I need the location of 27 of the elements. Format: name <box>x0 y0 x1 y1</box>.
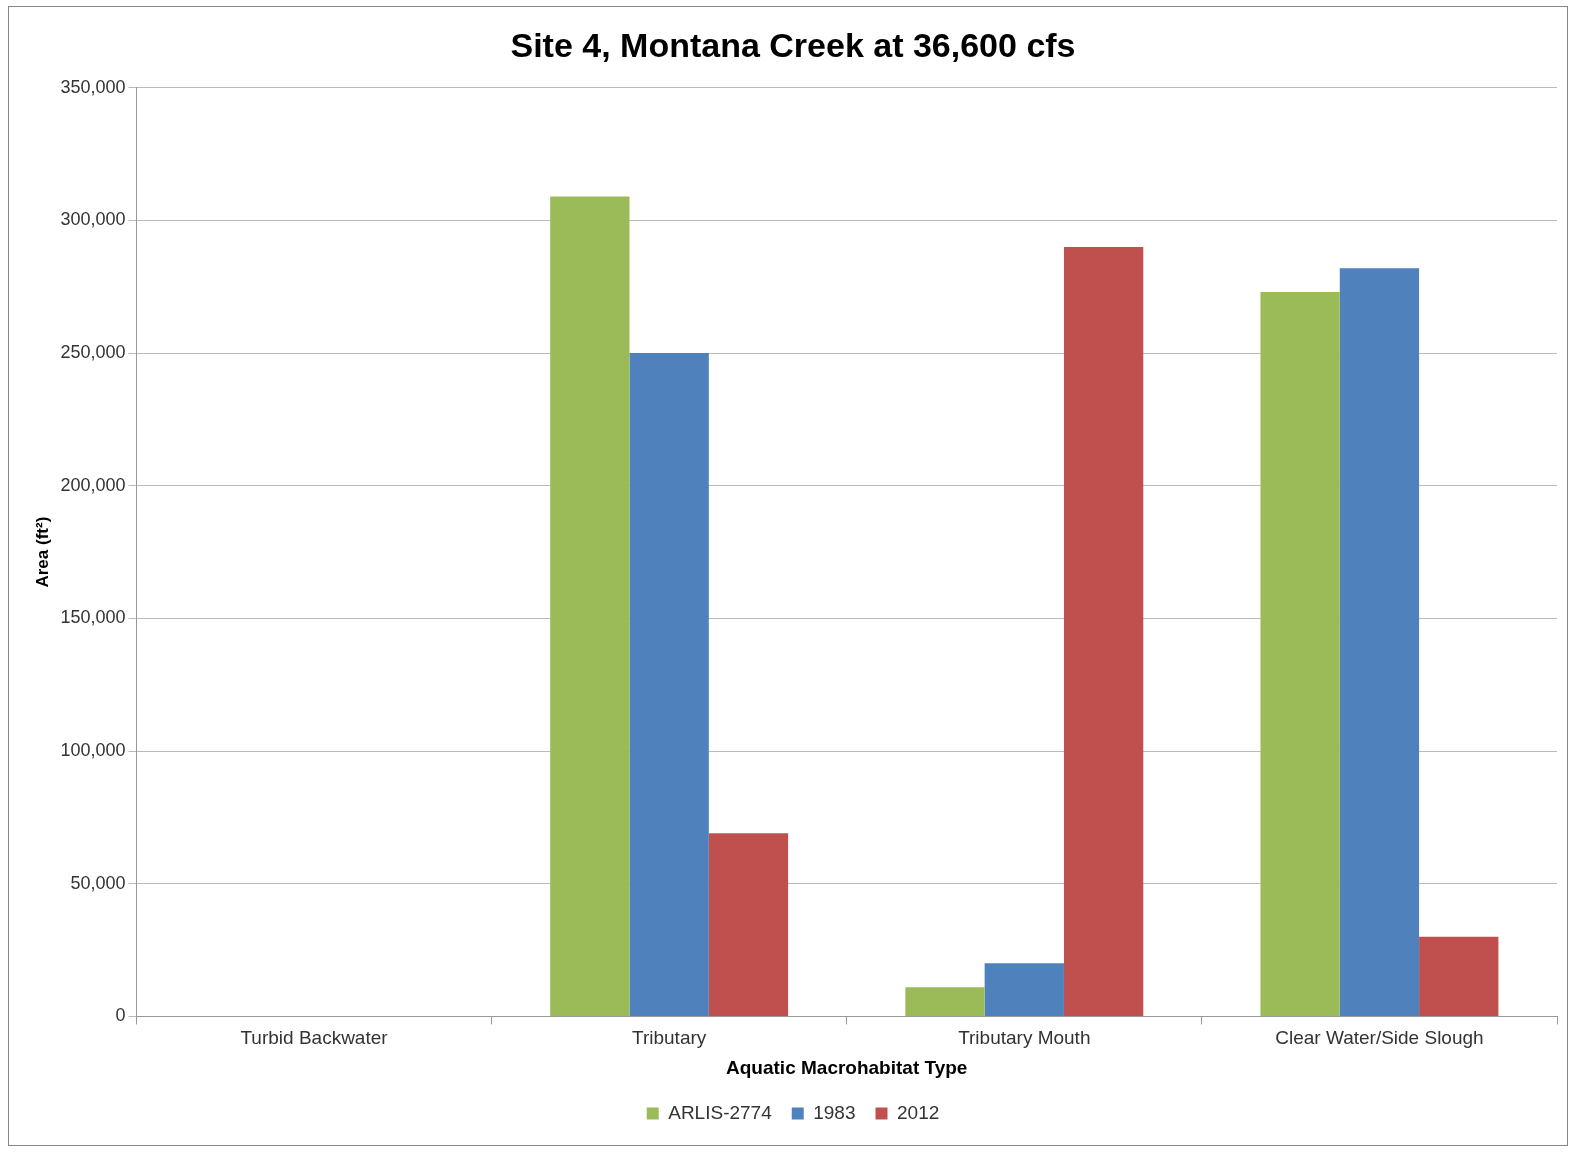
bar <box>905 987 985 1016</box>
y-tick-label: 200,000 <box>60 474 126 495</box>
bar <box>1339 268 1420 1016</box>
x-axis-title: Aquatic Macrohabitat Type <box>726 1056 968 1078</box>
bar <box>550 196 630 1016</box>
x-tick-label: Tributary Mouth <box>958 1027 1091 1049</box>
bar <box>1063 246 1144 1016</box>
bar <box>1260 292 1340 1016</box>
chart-title: Site 4, Montana Creek at 36,600 cfs <box>510 25 1076 64</box>
x-tick-label: Clear Water/Side Slough <box>1275 1027 1484 1049</box>
y-tick-label: 50,000 <box>70 872 126 893</box>
x-tick-label: Turbid Backwater <box>240 1027 389 1049</box>
legend-label: 2012 <box>897 1101 940 1123</box>
y-tick-label: 350,000 <box>60 76 126 97</box>
bar <box>984 963 1064 1016</box>
bar <box>708 833 789 1016</box>
legend-label: 1983 <box>813 1101 856 1123</box>
y-tick-label: 100,000 <box>60 740 126 761</box>
legend-label: ARLIS-2774 <box>668 1101 773 1123</box>
y-axis-title: Area (ft²) <box>32 516 52 588</box>
y-tick-label: 300,000 <box>60 209 126 230</box>
y-tick-label: 150,000 <box>60 607 126 628</box>
y-tick-label: 0 <box>115 1005 126 1026</box>
bar <box>629 353 709 1016</box>
bar <box>1419 936 1499 1016</box>
x-tick-label: Tributary <box>632 1027 707 1049</box>
y-tick-label: 250,000 <box>60 342 126 363</box>
